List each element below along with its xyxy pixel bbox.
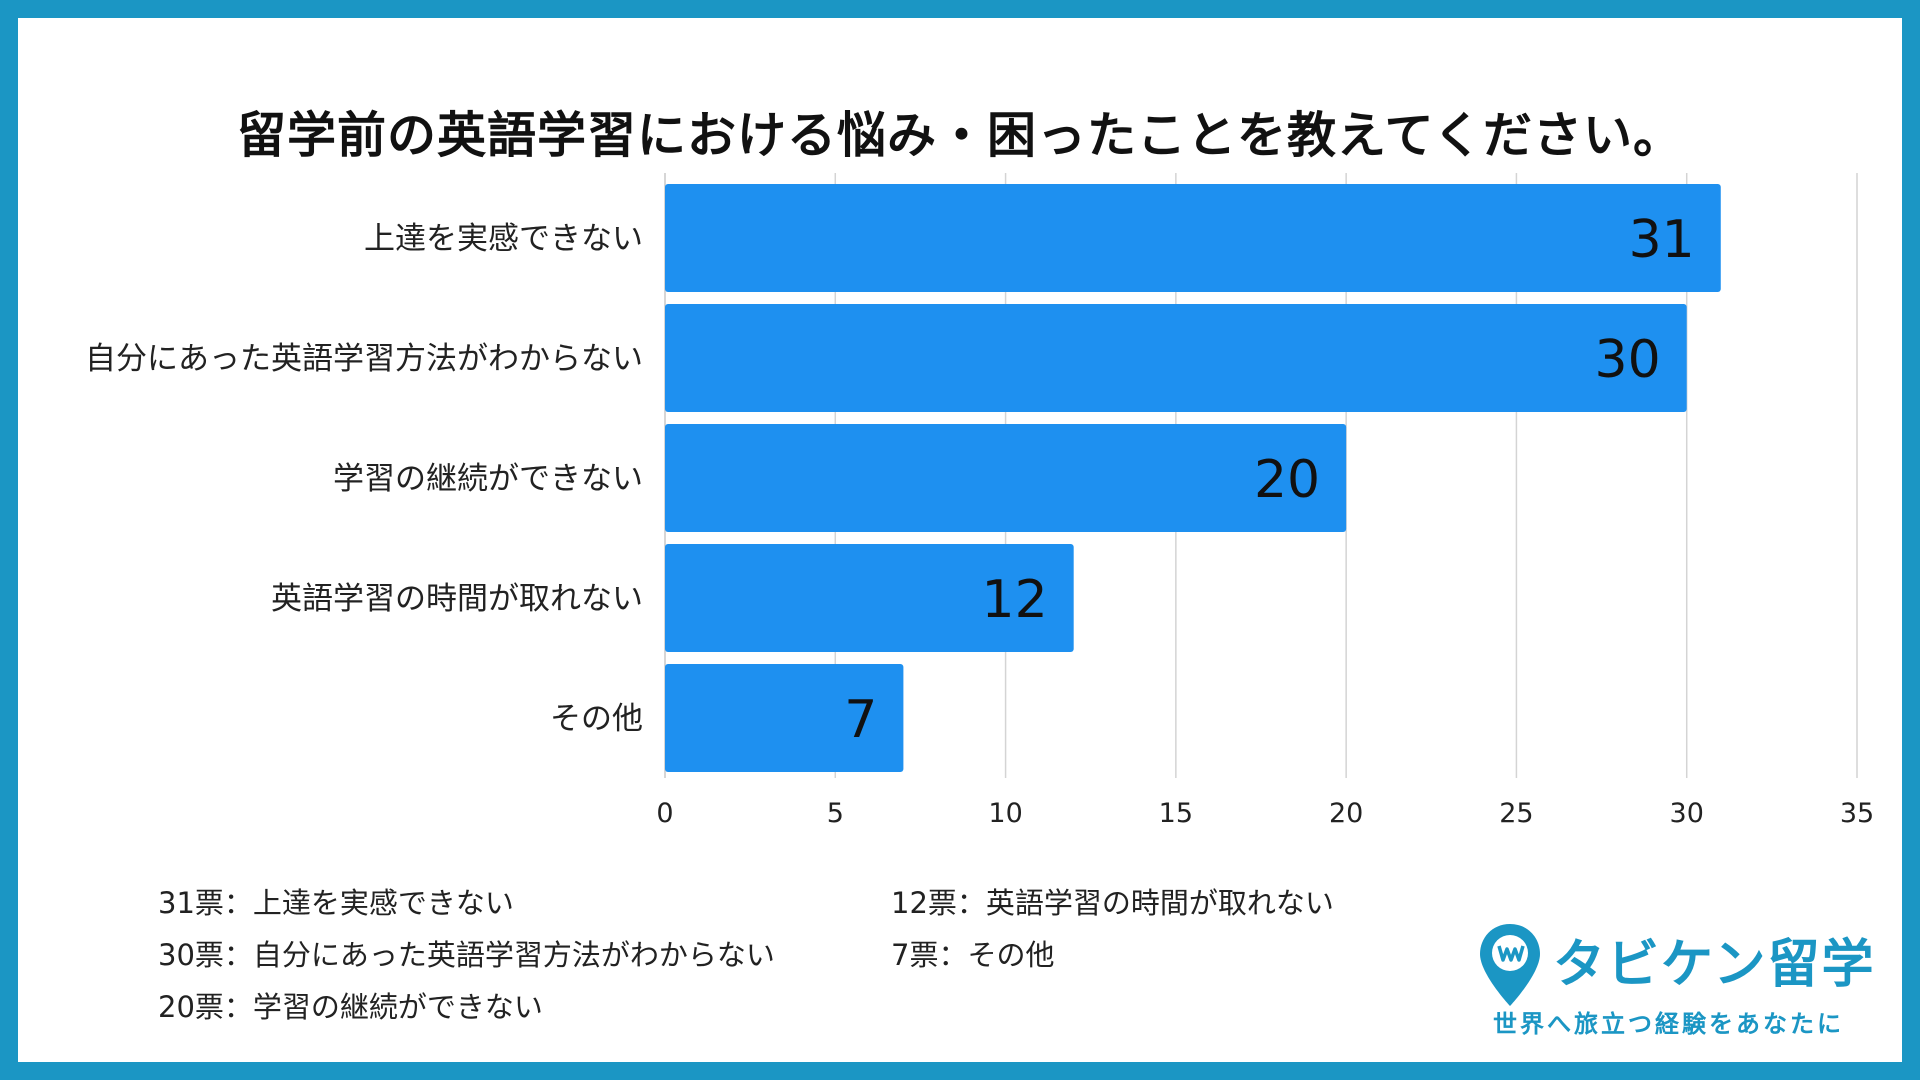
brand-logo: タビケン留学 世界へ旅立つ経験をあなたに: [1463, 918, 1883, 1053]
chart-title: 留学前の英語学習における悩み・困ったことを教えてください。: [236, 107, 1684, 164]
category-label: 英語学習の時間が取れない: [271, 581, 643, 617]
bar-value-label: 7: [844, 690, 877, 750]
bar-value-label: 31: [1629, 210, 1695, 270]
x-tick-label: 5: [827, 798, 844, 829]
category-label: その他: [550, 701, 643, 737]
legend-item: 31票：上達を実感できない: [158, 886, 514, 920]
category-label: 学習の継続ができない: [333, 461, 643, 497]
map-pin-icon: [1480, 924, 1540, 1006]
x-tick-label: 25: [1499, 798, 1533, 829]
logo-name: タビケン留学: [1553, 935, 1876, 995]
bar: [665, 304, 1687, 412]
category-label: 自分にあった英語学習方法がわからない: [85, 341, 643, 377]
category-label: 上達を実感できない: [364, 221, 643, 257]
x-tick-label: 10: [988, 798, 1022, 829]
bar-value-label: 12: [982, 570, 1048, 630]
chart-card: 留学前の英語学習における悩み・困ったことを教えてください。 0 5 10 15 20 25…: [18, 18, 1902, 1062]
bar-value-label: 20: [1254, 450, 1320, 510]
x-tick-label: 20: [1329, 798, 1363, 829]
x-tick-label: 35: [1840, 798, 1874, 829]
legend-item: 20票：学習の継続ができない: [158, 990, 543, 1024]
x-tick-label: 0: [656, 798, 673, 829]
legend-item: 12票：英語学習の時間が取れない: [891, 886, 1334, 920]
bar: [665, 424, 1347, 532]
x-tick-label: 30: [1670, 798, 1704, 829]
bar: [665, 544, 1074, 652]
x-tick-label: 15: [1159, 798, 1193, 829]
bar: [665, 184, 1721, 292]
logo-tagline: 世界へ旅立つ経験をあなたに: [1493, 1010, 1844, 1038]
legend-item: 7票：その他: [891, 938, 1055, 972]
bar-chart: 0 5 10 15 20 25 30 35 上達を実感できない 31 自分にあった英語学習方法がわか…: [85, 173, 1874, 829]
legend-item: 30票：自分にあった英語学習方法がわからない: [158, 938, 775, 972]
bar: [665, 664, 904, 772]
bar-value-label: 30: [1595, 330, 1661, 390]
